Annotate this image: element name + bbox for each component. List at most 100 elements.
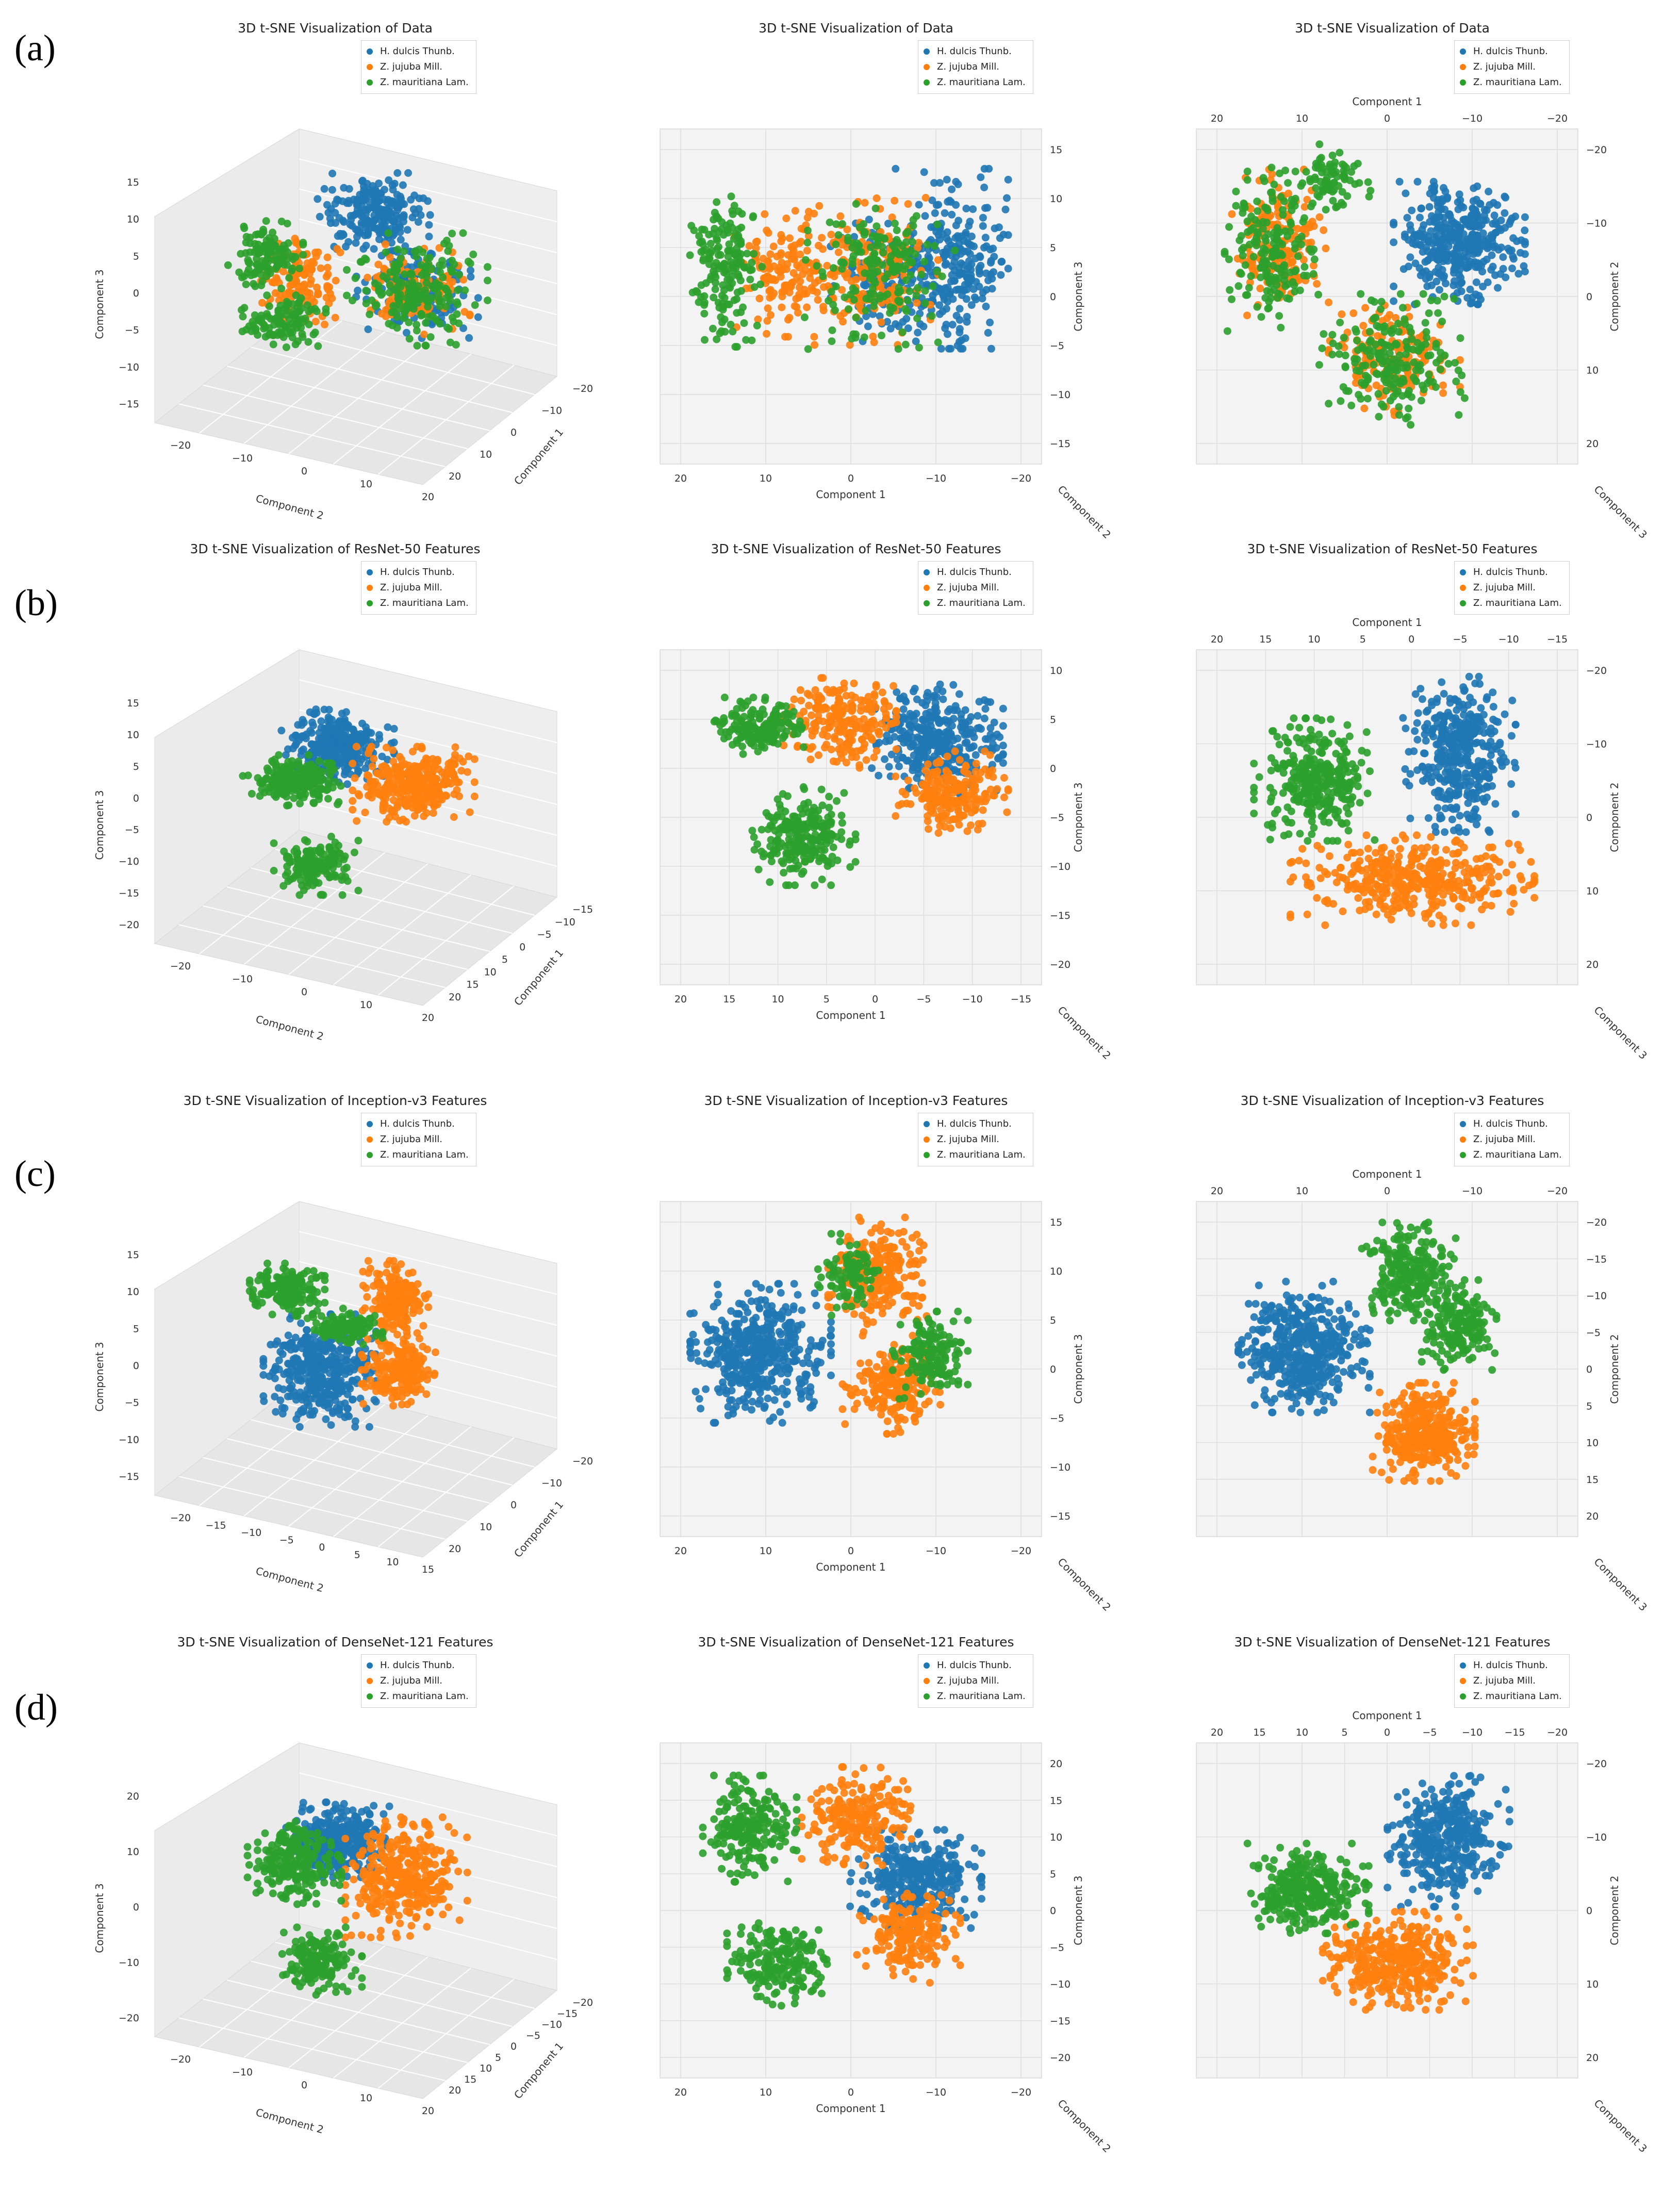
x-tick-label: −20 [170,440,191,451]
data-point [923,692,931,700]
data-point [881,274,889,283]
data-point [785,288,794,296]
data-point [358,176,367,185]
data-point [1297,233,1306,241]
data-point [455,754,464,763]
data-point [899,727,907,735]
data-point [1475,292,1483,300]
data-point [402,328,410,337]
data-point [941,324,949,333]
series-z-mauritiana-lam- [686,192,959,353]
data-point [797,225,805,233]
data-point [828,326,836,334]
y-tick-label: −10 [555,916,575,928]
data-point [389,796,398,804]
data-point [260,788,269,797]
data-point [870,338,878,347]
data-point [934,338,942,347]
x-tick-label: −10 [962,994,983,1005]
data-point [904,785,913,793]
data-point [1377,400,1386,408]
data-point [1439,381,1447,389]
data-point [1279,263,1287,271]
data-point [927,268,935,276]
data-point [793,743,801,751]
data-point [265,247,273,255]
data-point [719,306,727,314]
x-tick-label: −10 [926,473,946,484]
data-point [977,173,985,182]
data-point [743,263,751,271]
data-point [312,769,320,777]
data-point [1416,213,1424,222]
data-point [861,199,869,207]
data-point [382,795,390,803]
data-point [1243,176,1251,184]
data-point [894,239,902,247]
data-point [949,295,957,303]
data-point [262,774,270,782]
grid-line [377,365,515,475]
data-point [1302,168,1310,176]
data-point [1496,270,1505,278]
data-point [393,245,402,254]
data-point [1249,253,1258,261]
data-point [484,276,491,285]
data-point [398,762,406,770]
data-point [292,239,300,247]
data-point [1340,334,1348,342]
data-point [827,230,835,239]
x-axis-label: Component 1 [816,1009,885,1021]
data-point [370,755,378,763]
data-point [715,243,722,251]
y-tick-label: −15 [1050,910,1070,921]
data-point [370,211,378,219]
legend-label: Z. jujuba Mill. [380,582,443,593]
data-point [430,776,438,784]
data-point [1325,299,1333,306]
data-point [979,213,987,222]
data-point [387,239,396,247]
data-point [1395,351,1404,359]
data-point [834,248,843,256]
data-point [1456,334,1464,342]
data-point [356,258,365,266]
data-point [398,786,406,795]
data-point [364,273,372,282]
data-point [1478,268,1487,276]
chart-title: 3D t-SNE Visualization of Data [759,21,953,36]
data-point [743,250,751,258]
data-point [758,262,766,271]
data-point [1399,304,1407,312]
data-point [965,263,973,271]
data-point [324,795,332,803]
data-point [263,291,271,300]
data-point [242,233,251,241]
y-tick-label: −10 [1050,861,1070,872]
data-point [307,740,316,748]
data-point [297,766,305,774]
data-point [420,812,428,820]
x-tick-label: −20 [1011,473,1031,484]
data-point [1455,266,1463,274]
data-point [1382,387,1390,395]
data-point [711,285,719,293]
data-point [937,344,945,353]
y-tick-label: 5 [502,954,508,965]
data-point [1427,227,1435,235]
data-point [904,200,912,208]
data-point [921,194,930,202]
data-point [342,708,350,716]
data-point [883,732,891,739]
data-point [911,250,919,258]
legend-item: Z. jujuba Mill. [367,59,469,75]
data-point [899,705,908,713]
data-point [1292,266,1300,274]
data-point [264,257,272,266]
data-point [415,194,423,203]
data-point [1405,404,1413,413]
data-point [1502,193,1510,202]
data-point [1521,250,1529,258]
data-point [1387,343,1395,351]
data-point [448,229,456,238]
